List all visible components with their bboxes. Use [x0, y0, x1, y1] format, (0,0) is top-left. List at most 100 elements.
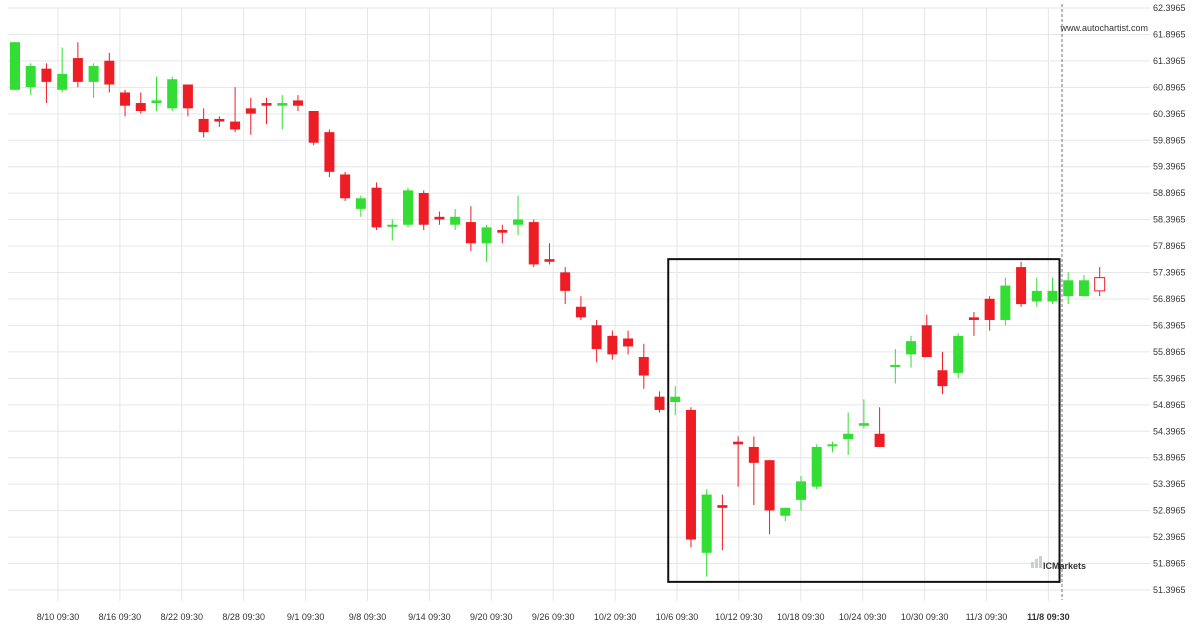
- candle-body: [654, 396, 665, 410]
- candle: [324, 129, 335, 178]
- candle-body: [513, 219, 524, 225]
- candle-body: [953, 335, 964, 373]
- candle: [953, 333, 964, 379]
- candle: [607, 330, 618, 360]
- candle-body: [1063, 280, 1074, 297]
- candle: [387, 219, 398, 241]
- x-tick-label: 8/10 09:30: [37, 612, 80, 622]
- candle-body: [340, 174, 351, 199]
- x-tick-label: 10/12 09:30: [715, 612, 763, 622]
- candle: [450, 208, 461, 231]
- candle-body: [623, 338, 634, 347]
- candle-body: [685, 409, 696, 540]
- candle-body: [984, 298, 995, 320]
- candle: [465, 206, 476, 252]
- candle: [434, 211, 445, 225]
- x-tick-label: 10/2 09:30: [594, 612, 637, 622]
- candle: [292, 95, 303, 111]
- candle: [921, 314, 932, 358]
- source-label: www.autochartist.com: [1059, 23, 1148, 33]
- candle-body: [1016, 267, 1027, 305]
- candle-body: [858, 423, 869, 426]
- x-axis-ticks: 8/10 09:30 8/16 09:30 8/22 09:30 8/28 09:30…: [37, 612, 1070, 622]
- candle-body: [135, 103, 146, 111]
- y-tick-label: 56.3965: [1153, 320, 1186, 330]
- y-tick-label: 57.3965: [1153, 268, 1186, 278]
- candle: [748, 436, 759, 506]
- candle-body: [418, 192, 429, 225]
- candle: [827, 441, 838, 453]
- candle-body: [261, 103, 272, 106]
- candle-body: [1000, 285, 1011, 320]
- x-tick-label: 11/3 09:30: [966, 612, 1008, 622]
- candle: [544, 243, 555, 265]
- x-tick-label: 10/24 09:30: [839, 612, 887, 622]
- candle: [1094, 267, 1106, 297]
- y-tick-label: 59.8965: [1153, 135, 1186, 145]
- pattern-box: [667, 258, 1061, 583]
- candle: [371, 182, 382, 231]
- candle: [811, 444, 822, 490]
- candle: [874, 407, 885, 447]
- y-tick-label: 60.8965: [1153, 82, 1186, 92]
- y-tick-label: 52.3965: [1153, 532, 1186, 542]
- x-tick-label: 11/8 09:30: [1027, 612, 1070, 622]
- x-tick-label: 9/14 09:30: [408, 612, 451, 622]
- x-tick-label: 9/20 09:30: [470, 612, 513, 622]
- candle-body: [481, 227, 492, 244]
- candle-body: [497, 230, 508, 233]
- candle-body: [214, 118, 225, 122]
- candle: [623, 330, 634, 355]
- candle: [88, 63, 99, 98]
- candle-body: [57, 73, 68, 90]
- candle: [418, 190, 429, 231]
- candle: [167, 76, 178, 111]
- candle-body: [324, 132, 335, 172]
- candle: [701, 489, 712, 577]
- candle-body: [1078, 280, 1089, 297]
- candle: [1016, 261, 1027, 307]
- candle-body: [591, 325, 602, 350]
- candle-body: [968, 317, 979, 320]
- candle-body: [906, 341, 917, 355]
- candle-body: [733, 441, 744, 445]
- y-tick-label: 52.8965: [1153, 506, 1186, 516]
- y-tick-label: 59.3965: [1153, 162, 1186, 172]
- candle: [1078, 275, 1089, 297]
- candle-body: [811, 446, 822, 487]
- candle: [560, 267, 571, 305]
- candle: [717, 494, 728, 551]
- candle: [41, 63, 52, 104]
- candle: [1000, 277, 1011, 326]
- candle: [984, 296, 995, 331]
- candle-body: [528, 222, 539, 265]
- brand-bar: [1039, 556, 1042, 568]
- candle: [198, 108, 209, 138]
- candle: [685, 407, 696, 548]
- candle-body: [198, 118, 209, 133]
- pattern-box-layer: [667, 258, 1061, 583]
- candle: [481, 224, 492, 262]
- candle-body: [890, 364, 901, 367]
- candle-body: [292, 100, 303, 106]
- y-tick-label: 51.8965: [1153, 559, 1186, 569]
- y-tick-label: 61.3965: [1153, 56, 1186, 66]
- candle-body: [827, 444, 838, 447]
- candle-body: [277, 103, 288, 106]
- candle-body: [607, 335, 618, 355]
- candle: [764, 460, 775, 535]
- candle: [120, 89, 131, 117]
- candle: [261, 97, 272, 125]
- candle: [135, 92, 146, 114]
- candle: [497, 224, 508, 244]
- candle-body: [450, 216, 461, 225]
- candle: [355, 195, 366, 217]
- brand-label: ICMarkets: [1043, 561, 1086, 571]
- candle-body: [764, 460, 775, 511]
- candle: [906, 335, 917, 368]
- y-tick-label: 60.3965: [1153, 109, 1186, 119]
- x-tick-label: 9/1 09:30: [287, 612, 325, 622]
- y-axis-ticks: 62.3965 61.8965 61.3965 60.8965 60.3965 59.89…: [1153, 3, 1186, 595]
- candle-body: [560, 272, 571, 291]
